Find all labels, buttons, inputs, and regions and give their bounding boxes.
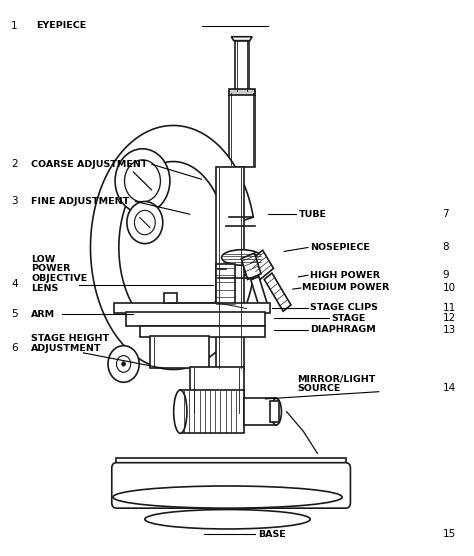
Bar	[219, 315, 231, 325]
Bar	[190, 367, 244, 414]
Text: 1: 1	[11, 21, 18, 31]
Text: 13: 13	[443, 325, 456, 335]
Bar	[270, 401, 279, 422]
Bar	[216, 167, 244, 370]
Text: COARSE ADJUSTMENT: COARSE ADJUSTMENT	[31, 160, 148, 169]
Bar	[126, 312, 265, 326]
Ellipse shape	[145, 509, 310, 529]
Text: FINE ADJUSTMENT: FINE ADJUSTMENT	[31, 197, 130, 206]
Text: DIAPHRAGM: DIAPHRAGM	[310, 325, 376, 334]
Text: STAGE CLIPS: STAGE CLIPS	[310, 304, 378, 312]
Text: 7: 7	[443, 209, 449, 219]
Circle shape	[127, 201, 163, 244]
Text: EYEPIECE: EYEPIECE	[36, 21, 86, 30]
Bar	[244, 398, 276, 425]
Bar	[164, 293, 177, 303]
Text: TUBE: TUBE	[299, 210, 327, 219]
Text: 12: 12	[443, 314, 456, 324]
Polygon shape	[251, 276, 268, 309]
Polygon shape	[264, 273, 291, 311]
Circle shape	[135, 210, 155, 235]
Bar	[114, 303, 270, 313]
Text: 6: 6	[11, 344, 18, 354]
Text: ARM: ARM	[31, 310, 55, 319]
Ellipse shape	[113, 486, 342, 508]
Text: 4: 4	[11, 279, 18, 289]
Bar	[229, 90, 255, 95]
Ellipse shape	[271, 398, 282, 425]
Bar	[229, 92, 255, 167]
Text: 9: 9	[443, 270, 449, 280]
Text: 15: 15	[443, 529, 456, 539]
Ellipse shape	[173, 390, 187, 433]
Text: 5: 5	[11, 309, 18, 319]
Circle shape	[122, 362, 126, 366]
Text: LOW
POWER
OBJECTIVE
LENS: LOW POWER OBJECTIVE LENS	[31, 255, 88, 292]
Circle shape	[117, 356, 131, 373]
Text: MIRROR/LIGHT
SOURCE: MIRROR/LIGHT SOURCE	[298, 374, 376, 393]
Text: 8: 8	[443, 242, 449, 252]
Bar	[140, 326, 265, 337]
Text: STAGE HEIGHT
ADJUSTMENT: STAGE HEIGHT ADJUSTMENT	[31, 334, 109, 353]
Bar	[150, 336, 209, 368]
Ellipse shape	[222, 250, 262, 265]
Bar	[216, 264, 235, 317]
Polygon shape	[249, 250, 273, 280]
Circle shape	[108, 346, 139, 383]
Text: BASE: BASE	[258, 530, 286, 539]
Text: NOSEPIECE: NOSEPIECE	[310, 243, 370, 252]
Text: STAGE: STAGE	[331, 314, 366, 323]
Polygon shape	[91, 126, 253, 370]
FancyBboxPatch shape	[112, 463, 350, 508]
Polygon shape	[219, 325, 231, 331]
Bar	[180, 390, 244, 433]
Text: 11: 11	[443, 303, 456, 313]
Text: 10: 10	[443, 283, 456, 293]
Polygon shape	[231, 37, 252, 41]
Bar	[117, 458, 346, 468]
Text: 2: 2	[11, 160, 18, 170]
Text: MEDIUM POWER: MEDIUM POWER	[302, 284, 390, 292]
Bar	[235, 41, 249, 92]
Text: 14: 14	[443, 383, 456, 393]
Text: HIGH POWER: HIGH POWER	[310, 271, 380, 280]
Circle shape	[125, 160, 160, 202]
Circle shape	[115, 149, 170, 213]
Polygon shape	[241, 253, 261, 280]
Text: 3: 3	[11, 196, 18, 206]
